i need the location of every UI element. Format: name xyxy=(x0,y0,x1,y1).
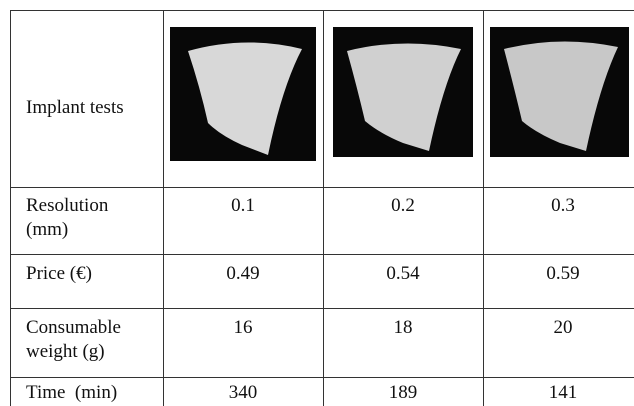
header-label: Implant tests xyxy=(26,96,151,120)
implant-image xyxy=(333,27,473,157)
row-divider xyxy=(10,377,634,378)
implant-image xyxy=(490,27,629,157)
table-border xyxy=(10,10,634,11)
cell-value: 20 xyxy=(483,316,634,340)
implant-image xyxy=(170,27,316,161)
row-divider xyxy=(10,187,634,188)
page: {"header": {"label": "Implant tests"}, "… xyxy=(0,0,634,406)
cell-value: 0.1 xyxy=(163,194,323,218)
row-label: Resolution (mm) xyxy=(26,194,151,242)
cell-value: 340 xyxy=(163,381,323,405)
cell-value: 16 xyxy=(163,316,323,340)
table-border xyxy=(10,10,11,406)
cell-value: 0.59 xyxy=(483,262,634,286)
cell-value: 0.54 xyxy=(323,262,483,286)
cell-value: 0.49 xyxy=(163,262,323,286)
row-divider xyxy=(10,254,634,255)
cell-value: 0.3 xyxy=(483,194,634,218)
row-label: Time (min) xyxy=(26,381,151,405)
cell-value: 0.2 xyxy=(323,194,483,218)
cell-value: 18 xyxy=(323,316,483,340)
row-label: Consumable weight (g) xyxy=(26,316,151,364)
cell-value: 189 xyxy=(323,381,483,405)
row-divider xyxy=(10,308,634,309)
cell-value: 141 xyxy=(483,381,634,405)
row-label: Price (€) xyxy=(26,262,151,286)
